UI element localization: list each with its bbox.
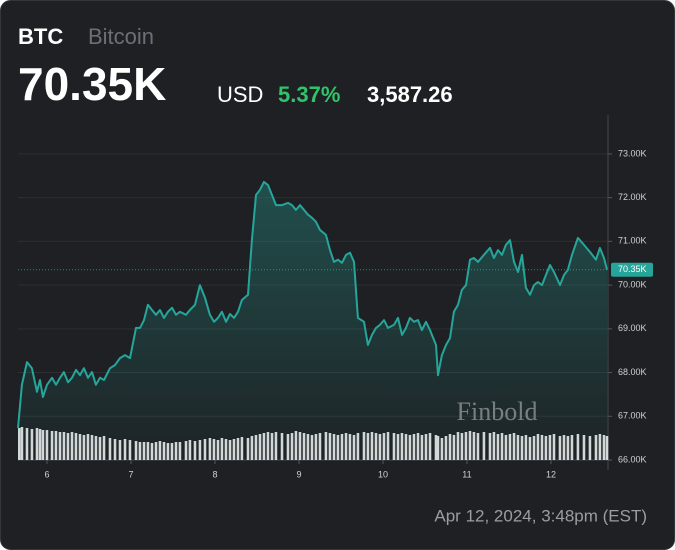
price-line: [17, 180, 608, 429]
x-tick-label: 7: [128, 469, 133, 479]
y-tick-label: 69.00K: [618, 323, 647, 333]
x-tick-label: 11: [462, 469, 471, 479]
y-tick-label: 67.00K: [618, 411, 647, 421]
last-price-tag: [611, 262, 653, 277]
price-area: [18, 181, 607, 460]
change: 3,587.26: [367, 82, 453, 107]
change-pct: 5.37%: [278, 82, 340, 107]
y-tick-label: 68.00K: [618, 367, 647, 377]
y-tick-label: 72.00K: [618, 192, 647, 202]
y-tick-label: 70.00K: [618, 279, 647, 289]
symbol: BTC: [18, 24, 63, 49]
price: 70.35K: [18, 58, 166, 110]
y-tick-label: 71.00K: [618, 236, 647, 246]
x-tick-label: 8: [212, 469, 217, 479]
asset-name: Bitcoin: [88, 24, 154, 49]
watermark: Finbold: [457, 397, 538, 426]
y-tick-label: 73.00K: [618, 148, 647, 158]
timestamp: Apr 12, 2024, 3:48pm (EST): [434, 506, 647, 525]
last-price-label: 70.35K: [618, 264, 647, 274]
x-tick-label: 6: [44, 469, 49, 479]
y-tick-label: 66.00K: [618, 454, 647, 464]
currency: USD: [217, 82, 263, 107]
plot-area: 66.00K 67.00K 68.00K 69.00K 70.00K 71.00K 72.0…: [17, 115, 653, 479]
x-tick-label: 12: [546, 469, 556, 479]
x-tick-label: 10: [378, 469, 388, 479]
x-tick-label: 9: [296, 469, 301, 479]
